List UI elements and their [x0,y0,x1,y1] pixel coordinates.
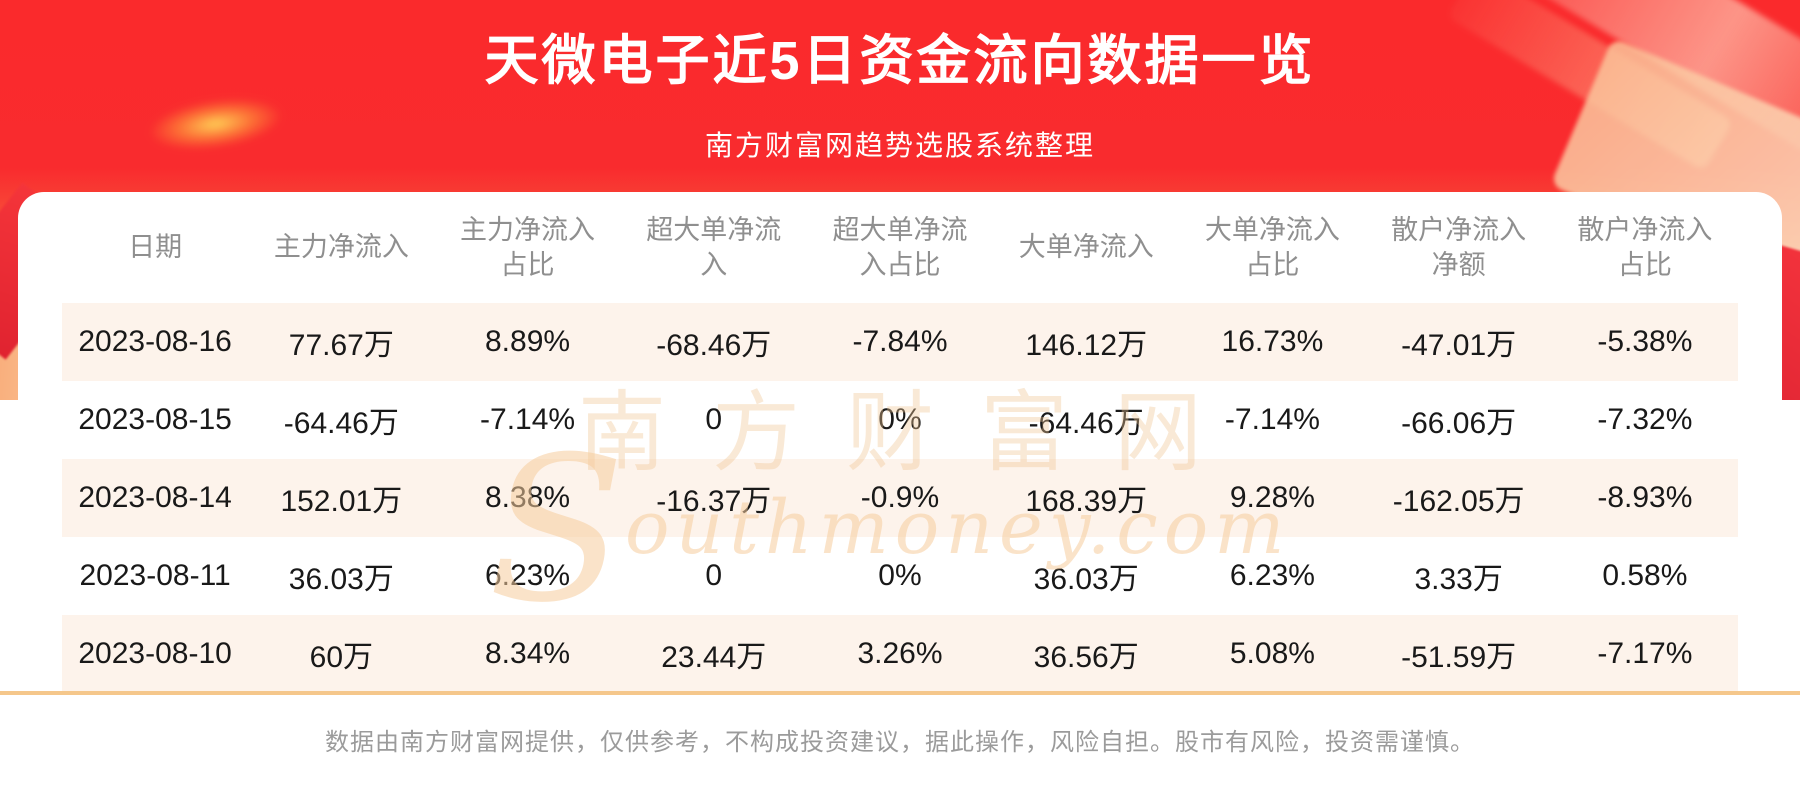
table-cell: 3.26% [857,637,943,670]
table-cell: 6.23% [1229,559,1315,592]
table-row: 2023-08-14 152.01万 8.38% -16.37万 -0.9% 1… [62,459,1738,537]
data-card: 日期 主力净流入 主力净流入占比 超大单净流入 超大单净流入占比 大单净流入 大… [18,192,1782,800]
table-cell: -64.46万 [1028,407,1144,440]
table-cell: -162.05万 [1392,485,1525,518]
column-header-label: 日期 [128,232,183,262]
column-header: 散户净流入净额 [1366,192,1552,303]
table-cell: 36.03万 [288,563,394,596]
column-header: 日期 [62,192,248,303]
table-cell: 36.03万 [1033,563,1139,596]
column-header-label: 主力净流入占比 [460,214,596,280]
column-header-label: 散户净流入占比 [1577,214,1713,280]
column-header-label: 主力净流入 [273,232,409,262]
table-cell: -64.46万 [283,407,399,440]
table-cell: -8.93% [1597,481,1693,514]
table-cell: 23.44万 [661,641,767,674]
column-header-label: 超大单净流入 [646,214,782,280]
table-cell: -7.17% [1597,637,1693,670]
table-cell: -66.06万 [1401,407,1517,440]
column-header: 大单净流入 [993,192,1179,303]
table-cell: 8.34% [485,637,571,670]
table-cell: 2023-08-14 [78,481,232,514]
table-cell: 9.28% [1229,481,1315,514]
table-cell: 36.56万 [1033,641,1139,674]
table-cell: 3.33万 [1414,563,1503,596]
column-header: 主力净流入占比 [434,192,620,303]
table-cell: 2023-08-15 [78,403,232,436]
table-cell: 0 [705,559,723,592]
table-cell: -0.9% [860,481,940,514]
header-row: 日期 主力净流入 主力净流入占比 超大单净流入 超大单净流入占比 大单净流入 大… [62,192,1738,303]
table-header: 日期 主力净流入 主力净流入占比 超大单净流入 超大单净流入占比 大单净流入 大… [62,192,1738,303]
table-cell: 8.89% [485,325,571,358]
table-cell: -7.32% [1597,403,1693,436]
table-row: 2023-08-10 60万 8.34% 23.44万 3.26% 36.56万… [62,615,1738,693]
column-header: 超大单净流入 [621,192,807,303]
table-body: 2023-08-16 77.67万 8.89% -68.46万 -7.84% 1… [62,303,1738,693]
table-cell: -7.14% [1224,403,1320,436]
column-header-label: 大单净流入 [1018,232,1154,262]
disclaimer-text: 数据由南方财富网提供，仅供参考，不构成投资建议，据此操作，风险自担。股市有风险，… [325,729,1475,756]
table-cell: 5.08% [1229,637,1315,670]
table-cell: 2023-08-10 [78,637,232,670]
table-cell: 0 [705,403,723,436]
table-row: 2023-08-11 36.03万 6.23% 0 0% 36.03万 6.23… [62,537,1738,615]
table-cell: 60万 [309,641,374,674]
hero-text-block: 天微电子近5日资金流向数据一览 南方财富网趋势选股系统整理 [0,28,1800,164]
column-header: 超大单净流入占比 [807,192,993,303]
table-cell: 0% [878,559,922,592]
table-cell: 146.12万 [1025,329,1148,362]
table-cell: 0.58% [1602,559,1688,592]
column-header-label: 超大单净流入占比 [832,214,968,280]
table-cell: -5.38% [1597,325,1693,358]
table-cell: 77.67万 [288,329,394,362]
column-header: 主力净流入 [248,192,434,303]
table-cell: -68.46万 [656,329,772,362]
fund-flow-table: 日期 主力净流入 主力净流入占比 超大单净流入 超大单净流入占比 大单净流入 大… [62,192,1738,693]
table-cell: 168.39万 [1025,485,1148,518]
table-cell: -47.01万 [1401,329,1517,362]
table-bottom-divider [0,691,1800,695]
table-cell: 16.73% [1221,325,1324,358]
table-cell: 8.38% [485,481,571,514]
column-header: 散户净流入占比 [1552,192,1738,303]
table-cell: -7.14% [480,403,576,436]
table-cell: -51.59万 [1401,641,1517,674]
column-header: 大单净流入占比 [1179,192,1365,303]
table-cell: -16.37万 [656,485,772,518]
column-header-label: 大单净流入占比 [1204,214,1340,280]
page-title: 天微电子近5日资金流向数据一览 [484,31,1316,91]
table-cell: -7.84% [852,325,948,358]
table-row: 2023-08-15 -64.46万 -7.14% 0 0% -64.46万 -… [62,381,1738,459]
table-cell: 0% [878,403,922,436]
table-cell: 152.01万 [280,485,403,518]
column-header-label: 散户净流入净额 [1391,214,1527,280]
table-cell: 2023-08-11 [79,559,231,592]
table-row: 2023-08-16 77.67万 8.89% -68.46万 -7.84% 1… [62,303,1738,381]
table-cell: 2023-08-16 [78,325,232,358]
table-cell: 6.23% [485,559,571,592]
page-subtitle: 南方财富网趋势选股系统整理 [704,130,1095,161]
